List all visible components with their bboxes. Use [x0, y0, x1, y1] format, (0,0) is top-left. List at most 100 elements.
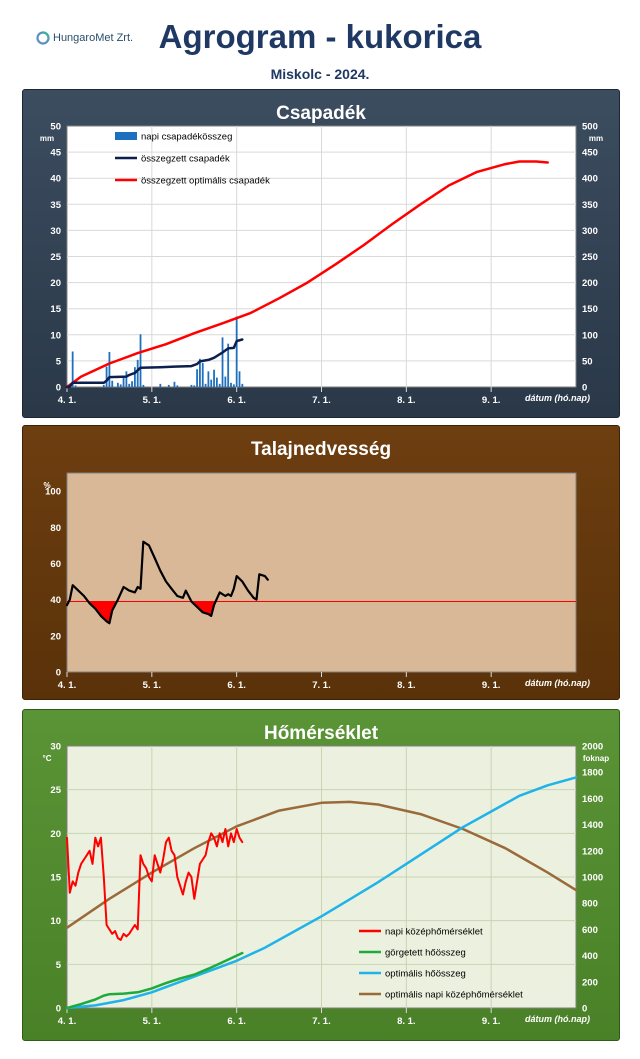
y-tick-label-right: 50	[582, 356, 593, 367]
y-tick-label-left: 30	[50, 226, 61, 237]
daily-precip-bar	[176, 385, 179, 387]
legend-label-gorgetett-hoosszeg: görgetett hőösszeg	[385, 948, 466, 959]
plot-area	[66, 472, 577, 673]
y-tick-label-right: 0	[582, 1004, 587, 1015]
x-axis-label: dátum (hó.nap)	[525, 393, 590, 403]
x-tick-label: 8. 1.	[397, 395, 416, 406]
daily-precip-bar	[235, 316, 238, 387]
y-tick-label-right: 600	[582, 925, 598, 936]
daily-precip-bar	[218, 383, 221, 387]
legend-swatch-napi-csapadekosszeg	[115, 132, 137, 140]
y-tick-label-right: 250	[582, 252, 598, 263]
x-tick-label: 7. 1.	[312, 680, 331, 691]
x-tick-label: 5. 1.	[143, 395, 162, 406]
y-tick-label-right: 350	[582, 200, 598, 211]
y-tick-label-left: 25	[50, 785, 61, 796]
daily-precip-bar	[128, 383, 131, 387]
daily-precip-bar	[122, 376, 125, 387]
daily-precip-bar	[142, 384, 145, 387]
x-axis-label: dátum (hó.nap)	[525, 1014, 590, 1024]
y-tick-label-right: 200	[582, 977, 598, 988]
soil-moisture-chart: Talajnedvesség 4. 1. 5. 1. 6. 1. 7. 1. 8. 1. 9…	[43, 439, 590, 691]
series-line-optimalis-hoosszeg	[65, 776, 578, 1010]
daily-precip-bar	[238, 371, 241, 387]
x-axis-label: dátum (hó.nap)	[525, 678, 590, 688]
x-tick-label: 4. 1.	[58, 680, 77, 691]
daily-precip-bar	[117, 382, 119, 387]
daily-precip-bar	[136, 359, 139, 387]
y-axis-label-left: °C	[43, 754, 52, 763]
y-tick-label-left: 10	[50, 330, 61, 341]
daily-precip-bar	[105, 366, 108, 387]
y-tick-label-left: 30	[50, 742, 61, 753]
chart-title: Hőmérséklet	[264, 723, 379, 744]
x-tick-label: 9. 1.	[482, 395, 501, 406]
y-tick-label-right: 1200	[582, 846, 603, 857]
daily-precip-bar	[241, 383, 244, 387]
x-tick-label: 9. 1.	[482, 1016, 501, 1027]
daily-precip-bar	[133, 367, 136, 387]
y-tick-label-left: 20	[50, 278, 61, 289]
daily-precip-bar	[102, 384, 105, 387]
daily-precip-bar	[221, 337, 224, 387]
daily-precip-bar	[71, 351, 74, 387]
y-tick-label-left: 35	[50, 200, 61, 211]
x-tick-label: 6. 1.	[227, 395, 246, 406]
y-tick-label-left: 10	[50, 916, 61, 927]
daily-precip-bar	[193, 385, 196, 387]
y-tick-label-left: 0	[56, 1004, 61, 1015]
daily-precip-bar	[201, 362, 204, 387]
y-tick-label-right: 1600	[582, 794, 603, 805]
daily-precip-bar	[119, 384, 122, 387]
daily-precip-bar	[215, 377, 218, 387]
x-tick-label: 8. 1.	[397, 1016, 416, 1027]
y-tick-label-right: 300	[582, 226, 598, 237]
daily-precip-bar	[190, 384, 193, 387]
x-tick-label: 9. 1.	[482, 680, 501, 691]
y-tick-label-left: 0	[56, 668, 61, 679]
daily-precip-bar	[125, 371, 128, 387]
daily-precip-bar	[173, 381, 176, 387]
legend-label-osszegzett-csapadek: összegzett csapadék	[141, 154, 230, 165]
y-tick-label-right: 450	[582, 148, 598, 159]
y-tick-label-right: 1000	[582, 873, 603, 884]
temperature-panel: Hőmérséklet 4. 1. 5. 1. 6. 1. 7. 1. 8. 1. 9. 1…	[22, 709, 620, 1041]
daily-precip-bar	[111, 380, 114, 387]
daily-precip-bar	[213, 369, 215, 387]
optimal-cumulative-precip-line	[65, 160, 549, 389]
y-tick-label-left: 40	[50, 174, 61, 185]
page-title: Agrogram - kukorica	[158, 18, 482, 55]
legend-label-optimalis-napi-kozephomerseklet: optimális napi középhőmérséklet	[385, 990, 523, 1001]
y-tick-label-left: 80	[50, 523, 61, 534]
daily-precip-bar	[159, 383, 162, 387]
y-tick-label-right: 0	[582, 383, 587, 394]
page-subtitle: Miskolc - 2024.	[270, 66, 370, 82]
x-tick-label: 5. 1.	[143, 1016, 162, 1027]
y-tick-label-left: 15	[50, 304, 61, 315]
cumulative-precip-line	[65, 338, 244, 389]
x-tick-label: 4. 1.	[58, 1016, 77, 1027]
legend-label-osszegzett-optimalis-csapadek: összegzett optimális csapadék	[141, 176, 270, 187]
y-tick-label-right: 400	[582, 174, 598, 185]
daily-precip-bar	[227, 343, 230, 387]
y-tick-label-right: 500	[582, 122, 598, 133]
x-tick-label: 8. 1.	[397, 680, 416, 691]
legend-label-optimalis-hoosszeg: optimális hőösszeg	[385, 969, 466, 980]
precipitation-panel: Csapadék 4. 1. 5. 1. 6. 1. 7. 1. 8. 1. 9. 1. dá…	[22, 89, 620, 418]
legend-label-napi-kozephomerseklet: napi középhőmérséklet	[385, 927, 483, 938]
daily-precip-bar	[131, 381, 133, 387]
soil-moisture-panel: Talajnedvesség 4. 1. 5. 1. 6. 1. 7. 1. 8. 1. 9…	[22, 425, 620, 700]
y-tick-label-right: 400	[582, 951, 598, 962]
y-tick-label-right: 1800	[582, 768, 603, 779]
y-tick-label-left: 5	[56, 356, 62, 367]
y-tick-label-left: 25	[50, 252, 61, 263]
temperature-chart: Hőmérséklet 4. 1. 5. 1. 6. 1. 7. 1. 8. 1. 9. 1…	[43, 723, 610, 1027]
series-line-napi-kozephomerseklet	[66, 828, 244, 941]
y-tick-label-right: 100	[582, 330, 598, 341]
daily-precip-bar	[196, 369, 198, 387]
daily-precip-bar	[207, 371, 210, 387]
daily-precip-bar	[139, 334, 142, 387]
daily-precip-bar	[74, 385, 77, 387]
daily-precip-bar	[167, 384, 170, 387]
y-tick-label-right: 200	[582, 278, 598, 289]
